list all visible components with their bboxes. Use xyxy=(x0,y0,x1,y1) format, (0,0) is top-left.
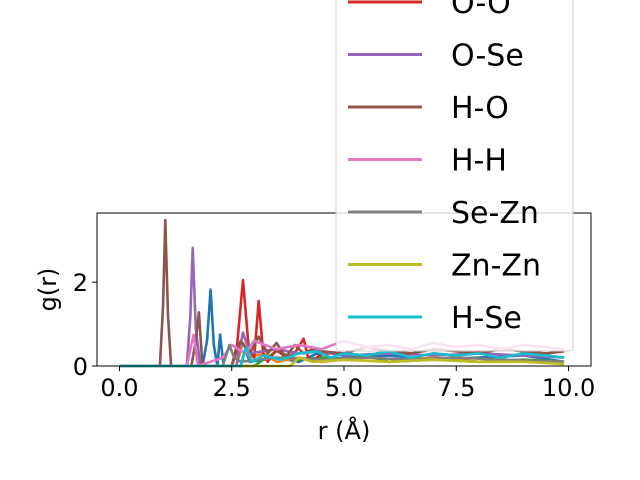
x-tick-label: 2.5 xyxy=(213,374,251,402)
legend-label: O-Se xyxy=(451,39,524,74)
y-axis-label: g(r) xyxy=(34,268,62,312)
x-tick-label: 0.0 xyxy=(100,374,138,402)
legend: O-O O-Se H-O H-H Se-Zn Zn-Zn H-Se xyxy=(335,0,574,352)
ticks-layer: 0.0 2.5 5.0 7.5 10.0 0 2 xyxy=(73,269,596,402)
y-tick-label: 0 xyxy=(73,353,88,381)
y-tick-label: 2 xyxy=(73,269,88,297)
series-line-9 xyxy=(119,345,565,368)
legend-label: Zn-Zn xyxy=(451,249,541,284)
series-line-8 xyxy=(119,356,565,368)
legend-label: Se-Zn xyxy=(451,196,539,231)
x-tick-label: 10.0 xyxy=(542,374,595,402)
x-axis-label: r (Å) xyxy=(318,416,371,445)
legend-label: O-O xyxy=(451,0,511,21)
legend-label: H-O xyxy=(451,91,509,126)
legend-label: H-Se xyxy=(451,301,522,336)
x-tick-label: 7.5 xyxy=(437,374,475,402)
x-tick-label: 5.0 xyxy=(325,374,363,402)
legend-label: H-H xyxy=(451,144,507,179)
legend-entries: O-O O-Se H-O H-H Se-Zn Zn-Zn H-Se xyxy=(348,0,541,336)
